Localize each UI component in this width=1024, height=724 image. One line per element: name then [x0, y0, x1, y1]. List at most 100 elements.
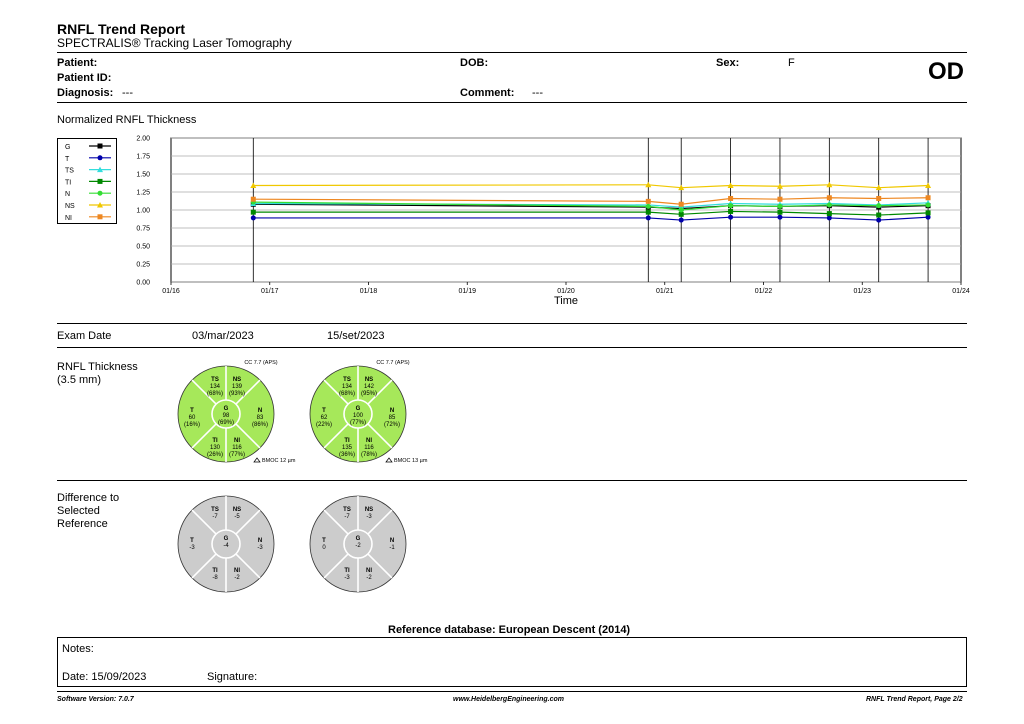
- point-t: [826, 215, 832, 221]
- point-ti: [777, 209, 783, 215]
- point-t: [645, 215, 651, 221]
- comment-value: ---: [532, 87, 543, 99]
- point-n: [777, 203, 783, 209]
- x-tick-label: 01/16: [162, 288, 180, 295]
- diff-circle-1-outer: [177, 495, 275, 593]
- legend-label-ni: NI: [65, 215, 72, 222]
- diff-circle-1-n-value: -3: [257, 545, 263, 551]
- point-t: [777, 214, 783, 220]
- diff-circle-2-ns-value: -3: [366, 514, 372, 520]
- rnfl-circle-2-ni-value: 116: [364, 445, 374, 451]
- rnfl-circle-1-ns-value: 139: [232, 384, 243, 390]
- rnfl-circle-2-t-pct: (22%): [316, 422, 332, 428]
- exam-date-1: 03/mar/2023: [192, 330, 254, 342]
- point-ns: [727, 182, 734, 189]
- rnfl-circle-1-ts-name: TS: [211, 377, 219, 383]
- diff-label-1: Difference to: [57, 492, 120, 504]
- series-line-ns: [253, 184, 929, 189]
- legend-marker-g: [97, 143, 103, 149]
- rnfl-circle-1-delta-icon: [253, 457, 261, 463]
- diff-circle-2-ti-value: -3: [344, 575, 350, 581]
- diff-circle-1-ns-value: -5: [234, 514, 240, 520]
- rnfl-circle-1-t-pct: (16%): [184, 422, 200, 428]
- rnfl-circle-1-g-pct: (69%): [218, 420, 234, 426]
- point-ni: [777, 196, 783, 202]
- diff-circle-2-g-value: -2: [355, 543, 361, 549]
- point-n: [678, 207, 684, 213]
- point-ni: [678, 201, 684, 207]
- report-title: RNFL Trend Report: [57, 21, 186, 37]
- series-line-ti: [253, 210, 929, 216]
- diff-circle-2-divider: [367, 553, 393, 579]
- rnfl-circle-1-ns-pct: (93%): [229, 391, 245, 397]
- header-divider: [57, 52, 967, 53]
- y-tick-label: 1.50: [136, 172, 150, 179]
- point-n: [645, 203, 651, 209]
- legend-label-g: G: [65, 144, 70, 151]
- rnfl-circle-2-g-name: G: [356, 406, 361, 412]
- sex-label: Sex:: [716, 57, 740, 69]
- point-ns: [925, 182, 932, 189]
- legend-label-t: T: [65, 156, 70, 163]
- chart-divider: [57, 323, 967, 324]
- legend-label-ts: TS: [65, 168, 74, 175]
- diff-label-3: Reference: [57, 518, 108, 530]
- rnfl-circle-1-bmo-label: BMOC 12 µm: [262, 458, 296, 464]
- rnfl-circle-2-inner: [343, 399, 373, 429]
- rnfl-circle-1-divider: [191, 379, 217, 405]
- rnfl-label-2: (3.5 mm): [57, 374, 101, 386]
- patient-id-label: Patient ID:: [57, 72, 112, 84]
- rnfl-circle-2-ns-name: NS: [365, 377, 373, 383]
- chart-title: Normalized RNFL Thickness: [57, 114, 197, 126]
- footer-divider: [57, 691, 967, 692]
- legend-marker-t: [97, 155, 103, 161]
- sex-value: F: [788, 57, 795, 69]
- diagnosis-label: Diagnosis:: [57, 87, 114, 99]
- rnfl-circle-2-ti-value: 135: [342, 445, 353, 451]
- patient-label: Patient:: [57, 57, 98, 69]
- diff-circle-2-t-value: 0: [322, 545, 326, 551]
- point-n: [876, 203, 882, 209]
- series-line-ni: [253, 197, 929, 205]
- legend-marker-ns: [97, 202, 103, 208]
- rnfl-circle-2-ns-value: 142: [364, 384, 375, 390]
- point-ni: [250, 196, 256, 202]
- rnfl-circle-2-divider: [323, 423, 349, 449]
- rnfl-circle-2-t-value: 62: [321, 415, 328, 421]
- report-subtitle: SPECTRALIS® Tracking Laser Tomography: [57, 36, 292, 50]
- rnfl-circle-1-ti-name: TI: [212, 438, 218, 444]
- point-ni: [645, 198, 651, 204]
- x-tick-label: 01/22: [755, 288, 773, 295]
- rnfl-circle-1-divider: [235, 379, 261, 405]
- point-t: [925, 214, 931, 220]
- diff-circle-2-ns-name: NS: [365, 507, 373, 513]
- diff-circle-1-divider: [235, 553, 261, 579]
- diff-circle-2-divider: [323, 553, 349, 579]
- software-version: Software Version: 7.0.7: [57, 696, 134, 703]
- y-tick-label: 2.00: [136, 136, 150, 143]
- rnfl-circle-2-delta-icon: [385, 457, 393, 463]
- diff-circle-1-ts-name: TS: [211, 507, 219, 513]
- diff-circle-1-ts-value: -7: [212, 514, 218, 520]
- rnfl-circle-1-ni-name: NI: [234, 438, 240, 444]
- point-ti: [876, 212, 882, 218]
- y-tick-label: 1.25: [136, 190, 150, 197]
- diff-circle-2-ni-value: -2: [366, 575, 372, 581]
- diff-circle-2-ts-name: TS: [343, 507, 351, 513]
- point-ti: [728, 208, 734, 214]
- diff-circle-2-ti-name: TI: [344, 568, 350, 574]
- rnfl-circle-1-ns-name: NS: [233, 377, 241, 383]
- rnfl-circle-2-divider: [367, 379, 393, 405]
- y-tick-label: 0.75: [136, 226, 150, 233]
- rnfl-circle-2-g-value: 100: [353, 413, 364, 419]
- x-tick-label: 01/17: [261, 288, 279, 295]
- x-tick-label: 01/23: [853, 288, 871, 295]
- diff-circle-2-divider: [367, 509, 393, 535]
- point-t: [876, 217, 882, 223]
- diff-circle-1-ni-name: NI: [234, 568, 240, 574]
- rnfl-circle-2-divider: [367, 423, 393, 449]
- point-t: [728, 214, 734, 220]
- point-ns: [826, 181, 833, 188]
- legend-label-n: N: [65, 191, 70, 198]
- legend-marker-ni: [97, 214, 103, 220]
